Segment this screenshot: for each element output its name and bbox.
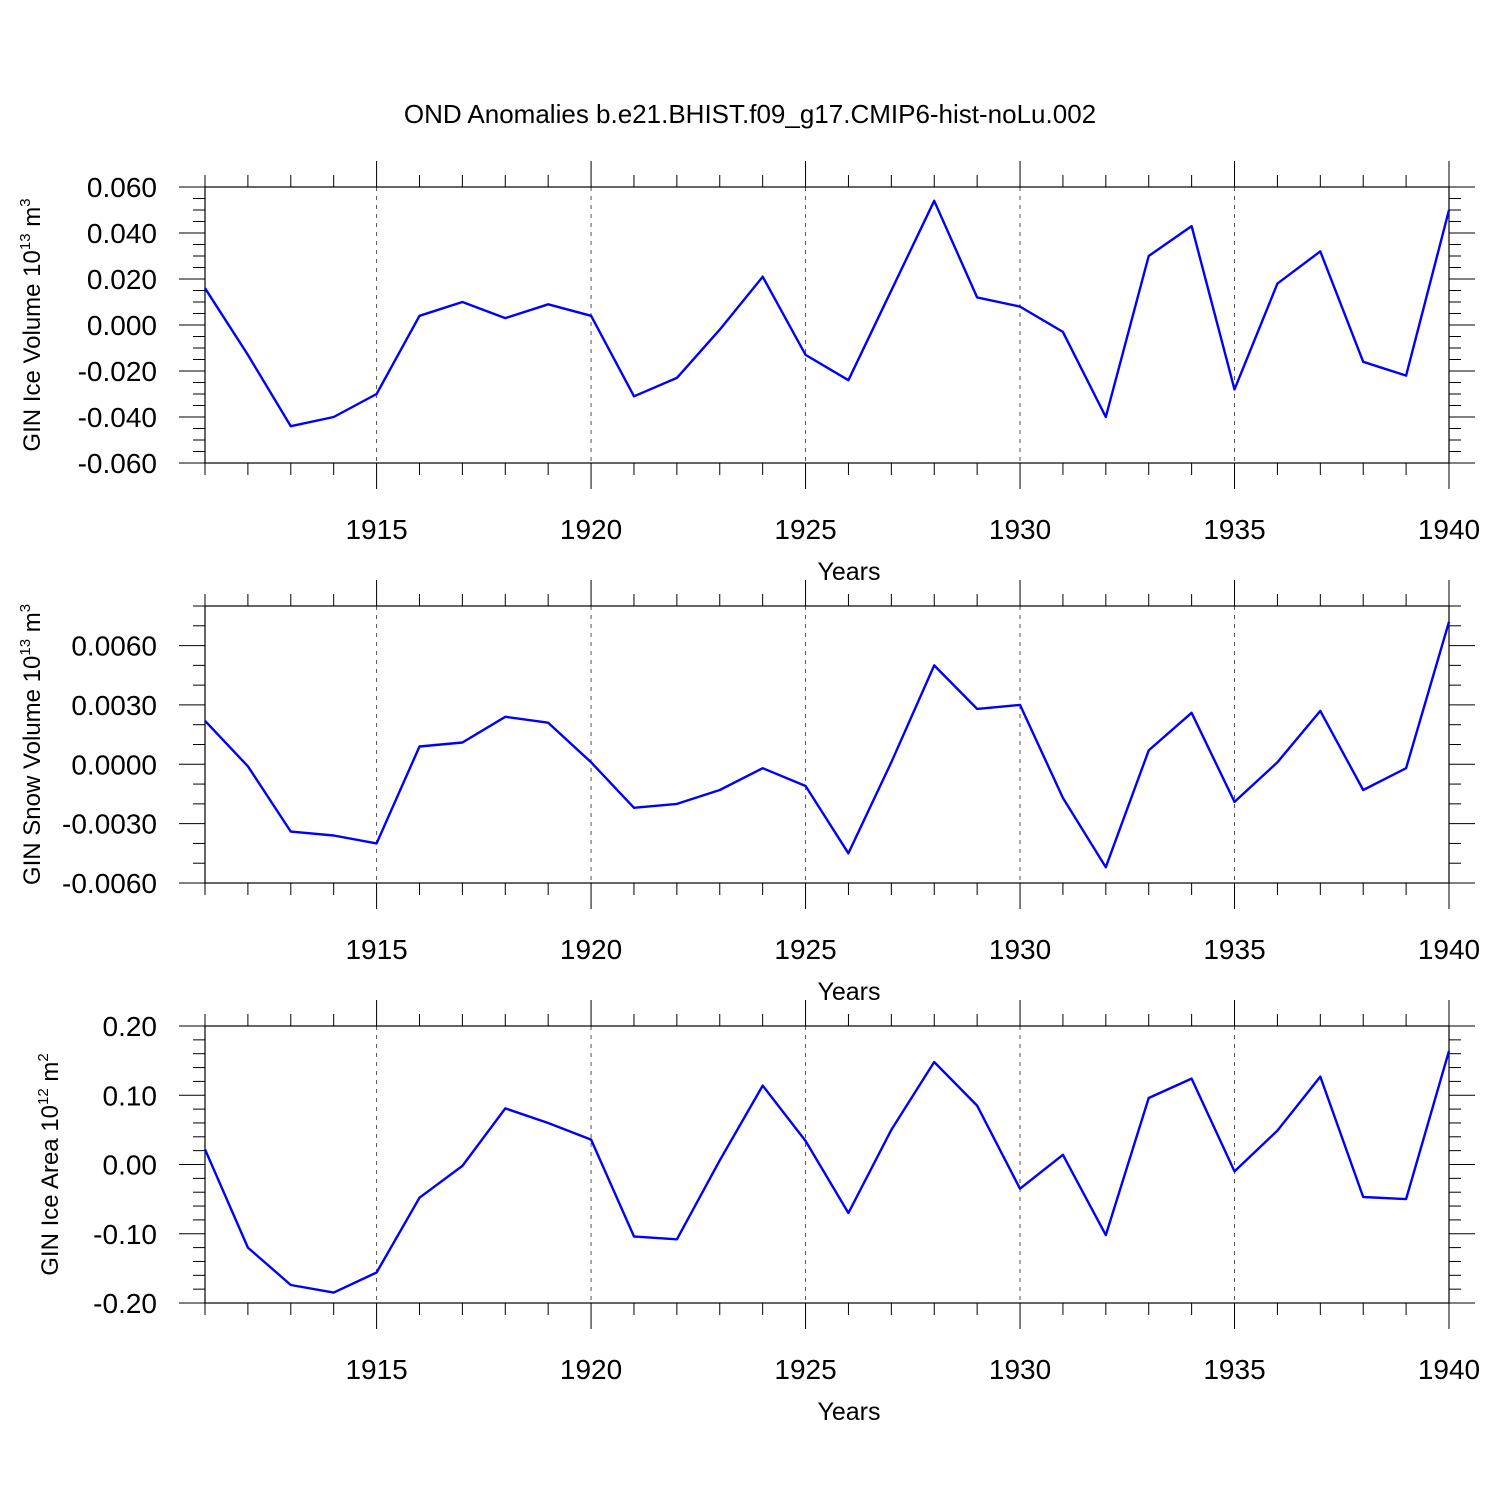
x-tick-label: 1915 xyxy=(345,1354,407,1385)
x-tick-label: 1940 xyxy=(1418,934,1480,965)
y-tick-label: 0.10 xyxy=(103,1080,158,1111)
x-tick-label: 1935 xyxy=(1203,934,1265,965)
plot-frame xyxy=(204,1025,1450,1304)
y-axis-label: GIN Ice Volume 1013 m3 xyxy=(17,198,46,451)
x-tick-label: 1930 xyxy=(989,514,1051,545)
y-tick-label: 0.040 xyxy=(87,218,157,249)
plot-frame xyxy=(204,605,1450,884)
panels: 1915 1920 1925 1930 1935 1940 -0.060 -0.040 -0.0… xyxy=(17,161,1480,1426)
x-axis-label: Years xyxy=(817,558,880,586)
y-tick-label: -0.0030 xyxy=(62,809,157,840)
x-tick-label: 1940 xyxy=(1418,514,1480,545)
y-tick-label: -0.060 xyxy=(78,448,157,479)
x-tick-label: 1915 xyxy=(345,514,407,545)
y-tick-label: -0.20 xyxy=(93,1288,157,1319)
x-axis-label: Years xyxy=(817,1398,880,1426)
plot-frame xyxy=(204,186,1450,464)
x-tick-label: 1925 xyxy=(774,934,836,965)
y-tick-label: -0.020 xyxy=(78,356,157,387)
y-tick-label: 0.000 xyxy=(87,310,157,341)
y-tick-label: 0.00 xyxy=(103,1150,158,1181)
y-tick-label: 0.060 xyxy=(87,172,157,203)
x-tick-label: 1940 xyxy=(1418,1354,1480,1385)
chart-panel-3: 1915 1920 1925 1930 1935 1940 -0.20 -0.10 0.00 0.… xyxy=(35,1000,1480,1426)
y-tick-label: 0.0030 xyxy=(71,690,157,721)
x-tick-label: 1930 xyxy=(989,1354,1051,1385)
x-tick-label: 1925 xyxy=(774,514,836,545)
y-tick-label: -0.10 xyxy=(93,1219,157,1250)
series-line xyxy=(204,621,1451,869)
y-tick-label: 0.020 xyxy=(87,264,157,295)
chart-panel-2: 1915 1920 1925 1930 1935 1940 -0.0060 -0.0030 0.… xyxy=(17,580,1480,1006)
x-axis-label: Years xyxy=(817,978,880,1006)
x-tick-label: 1925 xyxy=(774,1354,836,1385)
x-tick-label: 1935 xyxy=(1203,1354,1265,1385)
y-tick-label: 0.0000 xyxy=(71,749,157,780)
x-tick-label: 1920 xyxy=(560,514,622,545)
chart-panel-1: 1915 1920 1925 1930 1935 1940 -0.060 -0.040 -0.0… xyxy=(17,161,1480,586)
series-line xyxy=(203,1050,1451,1294)
x-tick-label: 1915 xyxy=(345,934,407,965)
y-tick-label: -0.0060 xyxy=(62,868,157,899)
x-tick-label: 1935 xyxy=(1203,514,1265,545)
x-tick-label: 1920 xyxy=(560,934,622,965)
y-tick-label: 0.0060 xyxy=(71,631,157,662)
series-line xyxy=(203,199,1451,428)
y-tick-label: -0.040 xyxy=(78,402,157,433)
x-tick-label: 1920 xyxy=(560,1354,622,1385)
figure-title: OND Anomalies b.e21.BHIST.f09_g17.CMIP6-… xyxy=(404,99,1096,129)
x-tick-label: 1930 xyxy=(989,934,1051,965)
y-tick-label: 0.20 xyxy=(103,1011,158,1042)
y-axis-label: GIN Ice Area 1012 m2 xyxy=(35,1053,64,1275)
y-axis-label: GIN Snow Volume 1013 m3 xyxy=(17,604,46,885)
